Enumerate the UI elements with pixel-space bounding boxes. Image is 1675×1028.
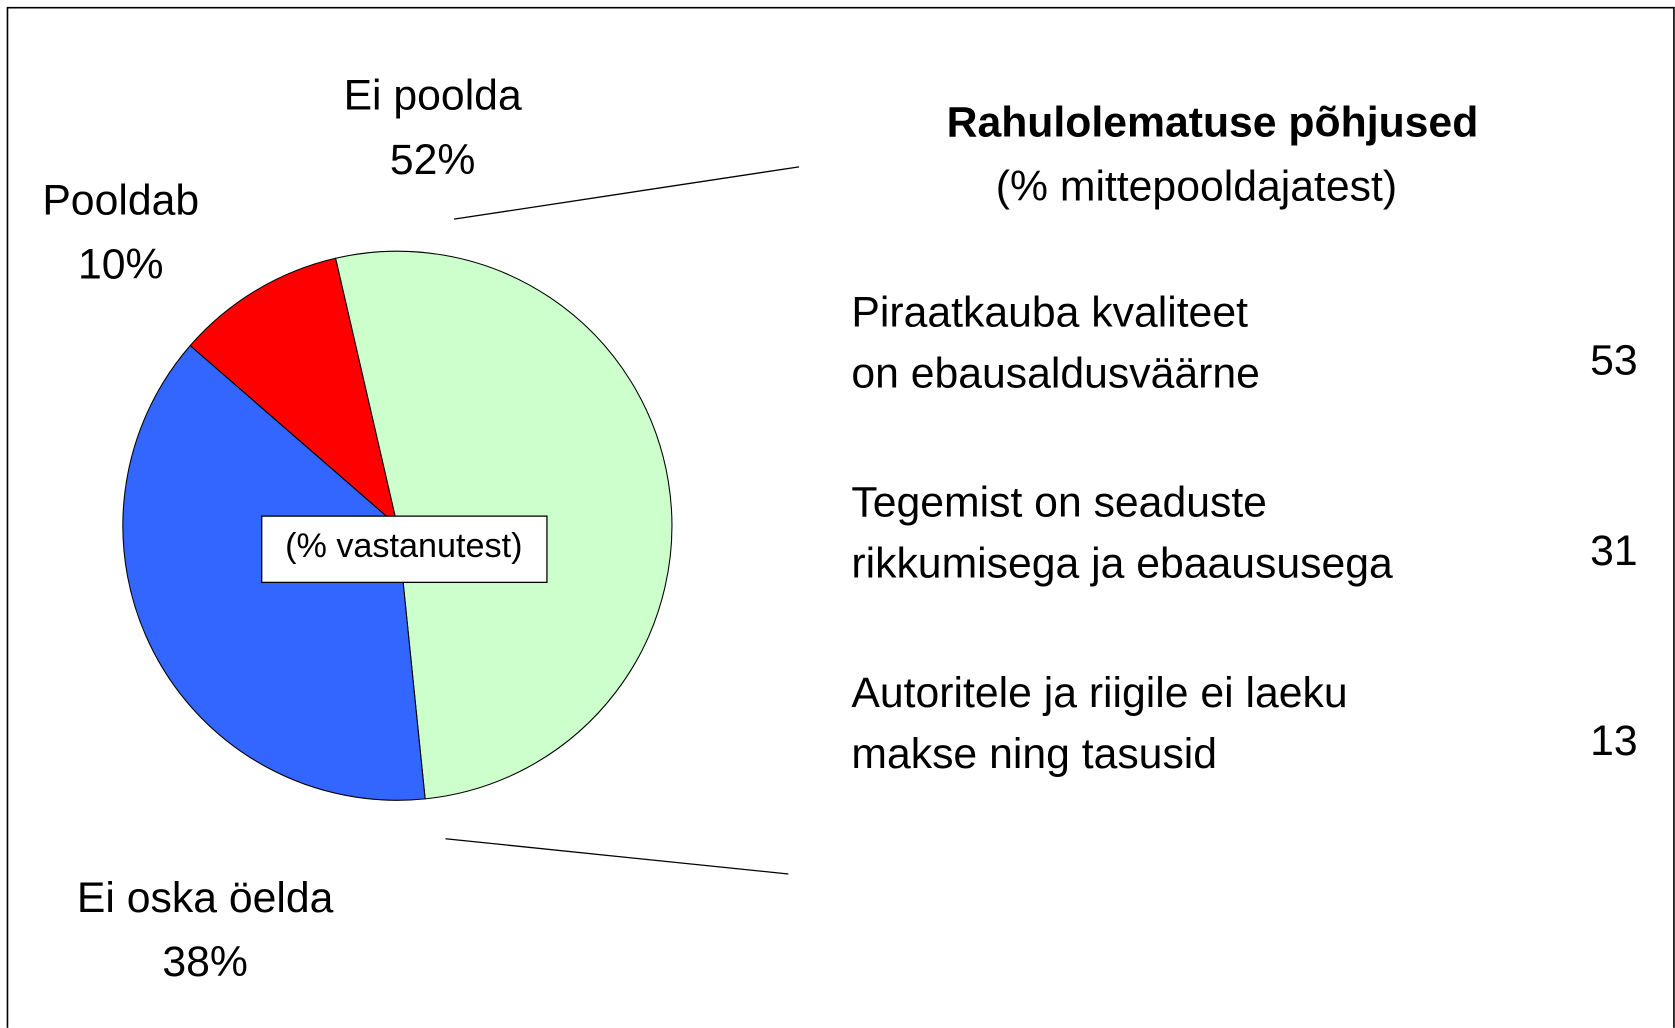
item-label: Autoritele ja riigile ei laeku (851, 669, 1347, 717)
item-value: 53 (1590, 337, 1638, 385)
connector-line (453, 166, 800, 220)
slice-value-label: 52% (390, 136, 476, 184)
item-label: rikkumisega ja ebaaususega (851, 540, 1393, 588)
item-value: 31 (1590, 527, 1638, 575)
slice-label: Ei oska öelda (77, 874, 334, 922)
item-label: Tegemist on seaduste (851, 479, 1267, 527)
frame (6, 6, 1675, 1028)
connector-line (445, 838, 789, 875)
note: (% vastanutest) (285, 527, 522, 565)
item-label: Piraatkauba kvaliteet (851, 289, 1248, 337)
note-box (261, 515, 548, 584)
slice-label: Pooldab (42, 176, 199, 224)
breakdown-items: Piraatkauba kvaliteet on ebausaldusväärne… (851, 289, 1637, 778)
slice-value-label: 38% (162, 938, 248, 986)
slice-value-label: 10% (78, 241, 164, 289)
breakdown-subtitle: (% mittepooldajatest) (996, 163, 1397, 211)
item-value: 13 (1590, 717, 1638, 765)
breakdown-title: Rahulolematuse põhjused (947, 98, 1479, 146)
pie-slice (189, 257, 399, 528)
item-label: makse ning tasusid (851, 730, 1217, 778)
slice-label: Ei poolda (344, 72, 522, 120)
item-label: on ebausaldusväärne (851, 349, 1260, 397)
